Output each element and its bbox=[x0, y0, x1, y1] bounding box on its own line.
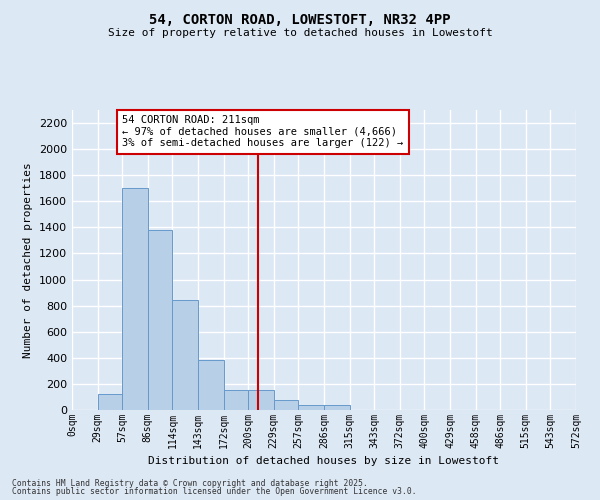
Bar bbox=[248, 390, 274, 410]
Bar bbox=[298, 405, 324, 410]
Bar bbox=[324, 405, 350, 410]
Bar bbox=[172, 300, 198, 410]
X-axis label: Distribution of detached houses by size in Lowestoft: Distribution of detached houses by size … bbox=[149, 456, 499, 466]
Bar bbox=[148, 230, 172, 410]
Text: 54, CORTON ROAD, LOWESTOFT, NR32 4PP: 54, CORTON ROAD, LOWESTOFT, NR32 4PP bbox=[149, 12, 451, 26]
Text: Contains HM Land Registry data © Crown copyright and database right 2025.: Contains HM Land Registry data © Crown c… bbox=[12, 478, 368, 488]
Bar bbox=[198, 360, 224, 410]
Bar bbox=[122, 188, 148, 410]
Text: Size of property relative to detached houses in Lowestoft: Size of property relative to detached ho… bbox=[107, 28, 493, 38]
Bar bbox=[274, 400, 298, 410]
Y-axis label: Number of detached properties: Number of detached properties bbox=[23, 162, 34, 358]
Bar bbox=[98, 394, 122, 410]
Text: Contains public sector information licensed under the Open Government Licence v3: Contains public sector information licen… bbox=[12, 487, 416, 496]
Text: 54 CORTON ROAD: 211sqm
← 97% of detached houses are smaller (4,666)
3% of semi-d: 54 CORTON ROAD: 211sqm ← 97% of detached… bbox=[122, 115, 403, 148]
Bar bbox=[224, 390, 248, 410]
